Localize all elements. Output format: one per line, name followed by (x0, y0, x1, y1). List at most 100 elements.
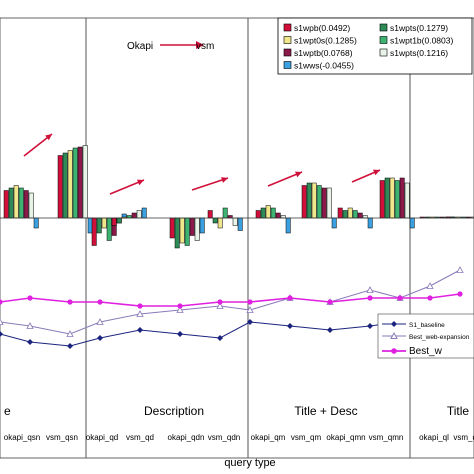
section-label-0: e (4, 404, 11, 418)
bar-g1-s3 (72, 147, 78, 219)
point-s0-0 (0, 331, 3, 337)
point-s2-0 (0, 299, 3, 305)
trend-arrow-head-4 (373, 169, 380, 176)
bar-g8-s4 (357, 212, 363, 219)
section-label-3: Title (447, 404, 470, 418)
bar-g4-s4 (189, 217, 195, 236)
section-label-2: Title + Desc (294, 404, 357, 418)
bar-g3-s6 (141, 207, 147, 219)
bar-g3-s5 (136, 210, 142, 219)
point-s1-1 (26, 322, 34, 329)
point-s2-7 (247, 299, 253, 305)
okapi-vsm-annotation: Okapi vsm (127, 41, 214, 52)
point-s2-1 (27, 295, 33, 301)
bar-g0-s1 (8, 187, 14, 219)
bar-g0-s6 (33, 217, 39, 229)
point-s2-10 (367, 295, 373, 301)
point-s1-0 (0, 318, 4, 325)
bar-g5-s0 (207, 210, 213, 219)
bar-g3-s0 (111, 217, 117, 226)
line-legend-marker-1 (390, 331, 398, 339)
bar-g4-s5 (194, 217, 200, 241)
bar-g8-s2 (347, 207, 353, 219)
bar-g4-s2 (179, 217, 185, 244)
point-s1-12 (426, 282, 434, 289)
bar-g3-s1 (116, 217, 122, 224)
bar-g2-s1 (96, 217, 102, 234)
bar-g9-s3 (394, 180, 400, 219)
bar-g7-s0 (301, 185, 307, 219)
legend-label-4: s1wptb(0.0768) (294, 48, 353, 58)
legend-swatch-6 (283, 61, 292, 69)
section-dividers (85, 18, 411, 458)
legend-swatch-5 (379, 48, 388, 57)
point-s2-6 (217, 299, 223, 305)
bar-g7-s2 (311, 182, 317, 219)
bar-g2-s2 (101, 217, 107, 229)
point-s2-2 (67, 299, 73, 305)
bar-g7-s1 (306, 182, 312, 219)
legend: s1wpb(0.0492) s1wpts(0.1279) s1wpt0s(0.128… (277, 17, 473, 75)
point-s2-13 (457, 291, 463, 297)
bar-g5-s5 (232, 217, 238, 226)
point-s0-9 (327, 327, 333, 333)
bar-g6-s2 (265, 205, 271, 219)
bar-g0-s2 (13, 185, 19, 219)
point-s2-11 (397, 295, 403, 301)
point-s0-4 (137, 327, 143, 333)
point-s2-3 (97, 299, 103, 305)
legend-label-2: s1wpt0s(0.1285) (294, 36, 357, 46)
tick-label-7: vsm_qm (291, 433, 322, 442)
trend-arrow-head-0 (45, 134, 52, 141)
bar-g6-s1 (260, 207, 266, 219)
legend-swatch-3 (379, 36, 388, 44)
point-s0-8 (287, 323, 293, 329)
bar-g1-s2 (67, 150, 73, 219)
point-s0-2 (67, 343, 73, 349)
tick-label-2: okapi_qd (86, 433, 118, 442)
bar-g2-s0 (91, 217, 97, 246)
tick-labels: okapi_qsn vsm_qsn okapi_qd vsm_qd okapi_qdn v… (4, 433, 474, 442)
bar-g5-s6 (237, 217, 243, 231)
bar-g9-s5 (404, 182, 410, 219)
annotation-to: vsm (196, 41, 214, 52)
bar-g9-s0 (379, 180, 385, 219)
point-s2-8 (287, 295, 293, 301)
plot-frame (0, 17, 474, 459)
point-s0-5 (177, 331, 183, 337)
bar-g6-s4 (275, 212, 281, 219)
bar-g3-s4 (131, 212, 137, 219)
line-series-1 (0, 269, 461, 335)
trend-arrow-head-2 (221, 177, 228, 183)
legend-swatch-0 (283, 23, 292, 32)
point-s1-5 (176, 306, 184, 313)
point-s0-7 (247, 319, 253, 325)
tick-label-11: vsm_ql (453, 433, 474, 442)
line-legend-label-2: Best_w (409, 346, 443, 357)
bar-g9-s4 (399, 177, 405, 219)
bar-g5-s1 (212, 217, 218, 224)
bar-g0-s0 (3, 190, 9, 219)
trend-arrow-2 (191, 177, 229, 191)
point-s2-12 (427, 295, 433, 301)
bar-g9-s2 (389, 177, 395, 219)
bar-g4-s1 (174, 217, 180, 249)
point-s2-4 (137, 303, 143, 309)
bar-g4-s0 (169, 217, 175, 239)
annotation-from: Okapi (127, 41, 153, 52)
point-s0-1 (27, 339, 33, 345)
legend-label-6: s1wws(-0.0455) (294, 61, 354, 71)
tick-label-0: okapi_qsn (4, 433, 40, 442)
bar-g4-s3 (184, 217, 190, 246)
line-legend-label-1: Best_web-expansion (409, 334, 470, 341)
bar-g1-s6 (87, 217, 93, 234)
legend-label-3: s1wpt1b(0.0803) (390, 36, 453, 46)
bar-g8-s3 (352, 210, 358, 219)
tick-label-10: okapi_ql (419, 433, 449, 442)
line-legend-label-0: S1_baseline (409, 322, 445, 329)
tick-label-9: vsm_qmn (369, 433, 404, 442)
legend-swatch-2 (283, 36, 292, 44)
point-s1-4 (136, 310, 144, 317)
bar-g2-s3 (106, 217, 112, 241)
